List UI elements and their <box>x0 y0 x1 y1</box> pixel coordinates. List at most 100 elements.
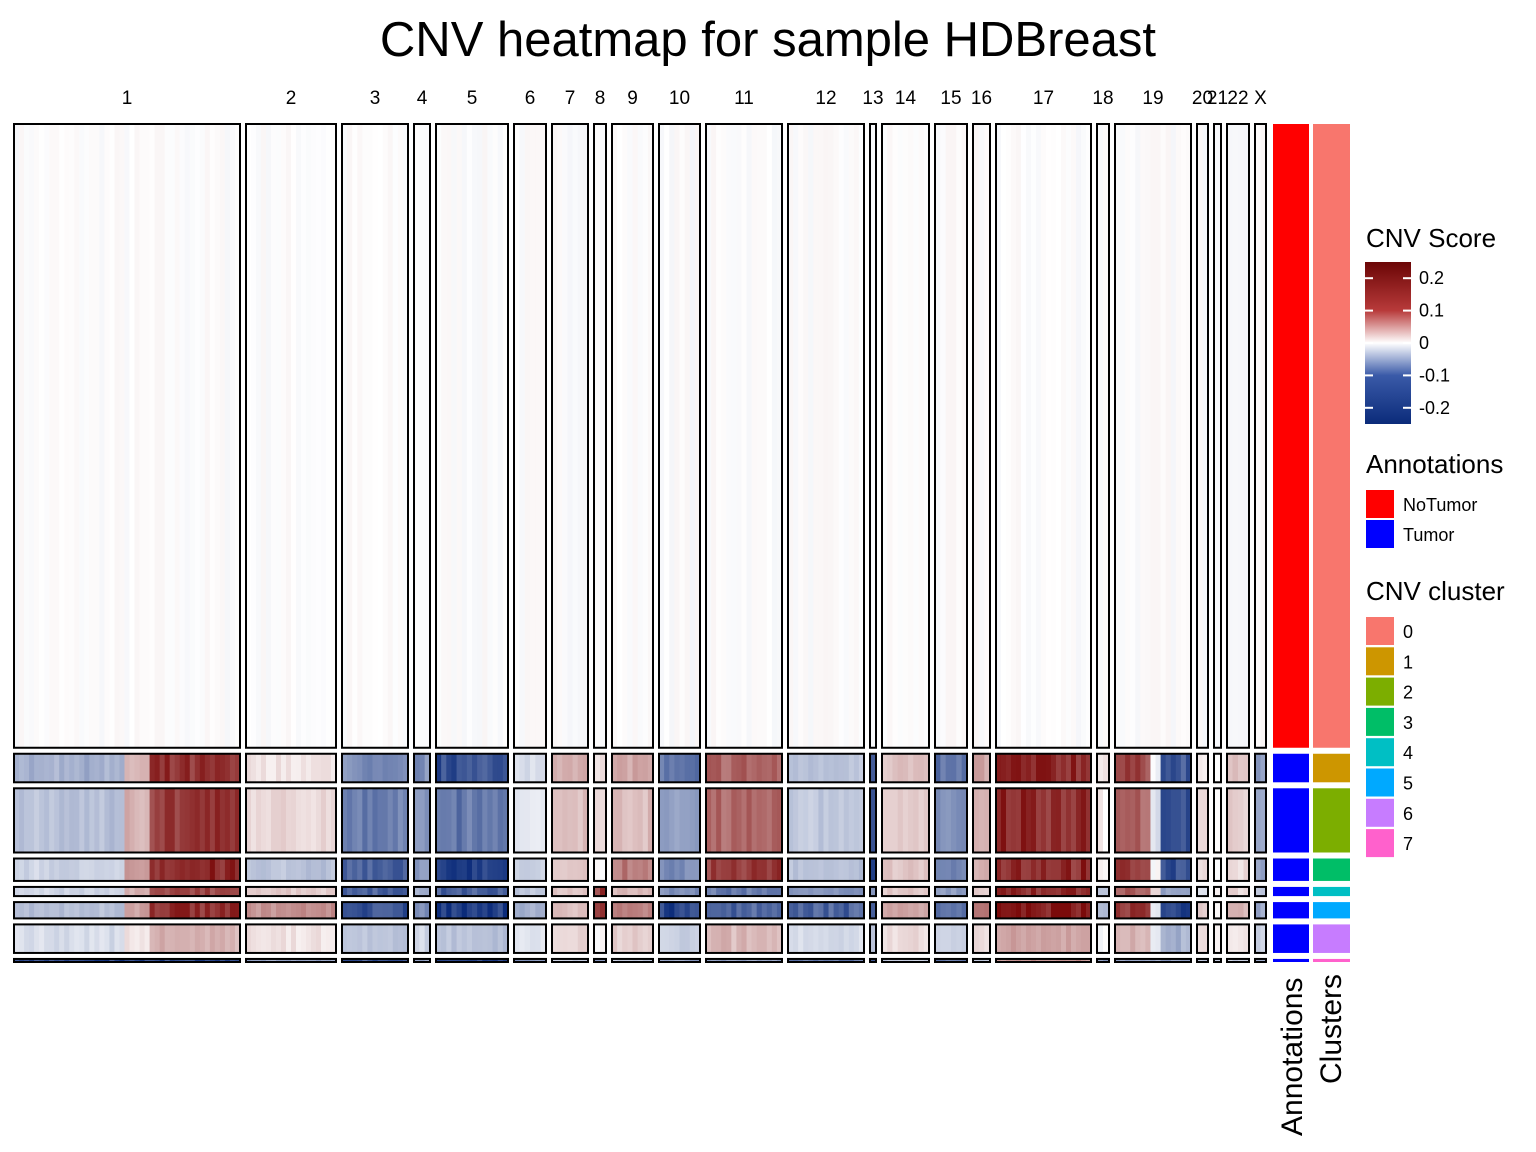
heatmap-cell-cluster-6-chr-1 <box>13 923 241 954</box>
heatmap-cell-border <box>435 923 509 954</box>
heatmap-cell-border <box>611 957 654 964</box>
heatmap-strip <box>154 753 161 783</box>
heatmap-strip <box>174 788 181 853</box>
legend-label-cluster-2: 2 <box>1403 683 1413 703</box>
heatmap-cell-border <box>995 901 1092 920</box>
heatmap-strip <box>104 788 111 853</box>
heatmap-strip <box>803 924 809 953</box>
heatmap-strip <box>1232 902 1239 919</box>
heatmap-strip <box>342 858 348 881</box>
heatmap-strip <box>1145 886 1152 897</box>
heatmap-strip <box>377 886 384 897</box>
cluster-bar-3 <box>1313 858 1350 881</box>
heatmap-strip <box>392 886 399 897</box>
heatmap-strip <box>664 924 670 953</box>
heatmap-cell-border <box>1196 752 1209 784</box>
heatmap-cell-cluster-7-chr-16 <box>972 957 991 964</box>
heatmap-cell-border <box>995 752 1092 784</box>
heatmap-strip <box>524 924 531 953</box>
heatmap-strip <box>402 902 409 919</box>
heatmap-strip <box>482 753 489 783</box>
heatmap-strip <box>362 886 368 897</box>
heatmap-strip <box>397 753 404 783</box>
heatmap-strip <box>572 902 579 919</box>
heatmap-strip <box>1103 124 1110 748</box>
heatmap-strip <box>424 924 431 953</box>
heatmap-strip <box>44 788 50 853</box>
heatmap-strip <box>736 924 743 953</box>
heatmap-strip <box>600 858 607 881</box>
heatmap-strip <box>892 902 899 919</box>
heatmap-strip <box>530 858 536 881</box>
heatmap-strip <box>594 753 601 783</box>
heatmap-strip <box>149 902 156 919</box>
heatmap-strip <box>382 124 389 748</box>
heatmap-strip <box>902 124 909 748</box>
heatmap-strip <box>1041 753 1047 783</box>
heatmap-strip <box>612 753 618 783</box>
heatmap-strip <box>1026 753 1032 783</box>
heatmap-strip <box>109 788 116 853</box>
heatmap-strip <box>1066 902 1072 919</box>
heatmap-strip <box>44 858 50 881</box>
heatmap-strip <box>301 886 307 897</box>
heatmap-strip <box>918 858 925 881</box>
heatmap-strip <box>637 886 644 897</box>
heatmap-cell-border <box>787 923 865 954</box>
heatmap-cell-cluster-3-chr-12 <box>787 857 865 882</box>
heatmap-cell-border <box>934 957 968 964</box>
heatmap-cell-cluster-5-chr-13 <box>869 901 877 920</box>
heatmap-strip <box>1076 124 1082 748</box>
heatmap-strip <box>853 958 860 962</box>
heatmap-strip <box>291 958 297 962</box>
heatmap-strip <box>199 753 206 783</box>
heatmap-cell-cluster-5-chr-20 <box>1196 901 1209 920</box>
heatmap-strip <box>461 902 468 919</box>
heatmap-cell-border <box>881 123 930 749</box>
heatmap-strip <box>892 753 899 783</box>
heatmap-strip <box>64 753 70 783</box>
heatmap-strip <box>306 902 312 919</box>
heatmap-strip <box>49 886 55 897</box>
heatmap-strip <box>594 858 601 881</box>
heatmap-strip <box>1120 753 1126 783</box>
heatmap-strip <box>567 886 574 897</box>
heatmap-cell-cluster-7-chr-20 <box>1196 957 1209 964</box>
heatmap-cell-cluster-6-chr-10 <box>658 923 701 954</box>
heatmap-strip <box>331 902 337 919</box>
heatmap-cell-cluster-7-chr-7 <box>551 957 589 964</box>
heatmap-body <box>13 123 1267 964</box>
heatmap-strip <box>219 924 226 953</box>
heatmap-strip <box>577 788 584 853</box>
heatmap-strip <box>179 958 186 962</box>
heatmap-strip <box>1214 858 1222 881</box>
heatmap-cell-cluster-0-chr-16 <box>972 123 991 749</box>
heatmap-strip <box>612 924 618 953</box>
heatmap-strip <box>1155 858 1162 881</box>
heatmap-strip <box>818 753 825 783</box>
heatmap-cell-border <box>1254 123 1267 749</box>
heatmap-strip <box>99 858 105 881</box>
heatmap-strip <box>1150 858 1157 881</box>
heatmap-cell-cluster-3-chr-21 <box>1213 857 1222 882</box>
heatmap-strip <box>1026 902 1032 919</box>
heatmap-cell-cluster-4-chr-12 <box>787 885 865 898</box>
heatmap-strip <box>326 886 332 897</box>
heatmap-cell-cluster-4-chr-10 <box>658 885 701 898</box>
heatmap-strip <box>642 124 649 748</box>
heatmap-strip <box>94 753 100 783</box>
heatmap-cell-cluster-0-chr-2 <box>245 123 337 749</box>
heatmap-cell-border <box>513 752 547 784</box>
heatmap-cell-cluster-1-chr-18 <box>1096 752 1110 784</box>
heatmap-strip <box>347 958 353 962</box>
heatmap-strip <box>1086 902 1092 919</box>
heatmap-strip <box>29 902 35 919</box>
heatmap-cell-cluster-3-chr-4 <box>413 857 431 882</box>
heatmap-strip <box>776 924 783 953</box>
heatmap-strip <box>456 902 463 919</box>
heatmap-strip <box>441 788 447 853</box>
heatmap-strip <box>124 886 131 897</box>
heatmap-strip <box>382 924 389 953</box>
heatmap-strip <box>761 886 768 897</box>
heatmap-strip <box>436 753 442 783</box>
